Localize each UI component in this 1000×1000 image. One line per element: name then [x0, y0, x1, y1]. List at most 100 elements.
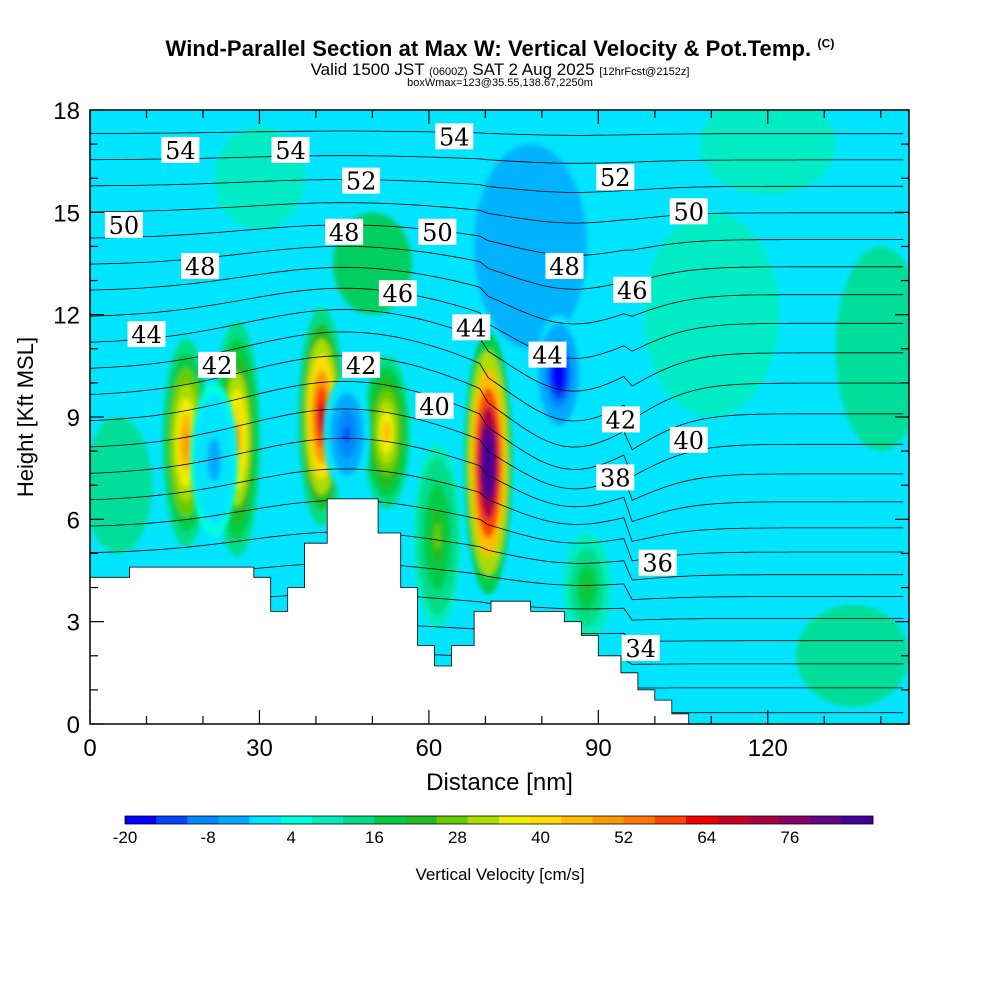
velocity-patch-9	[90, 417, 153, 554]
svg-text:52: 52	[600, 164, 631, 192]
x-tick-label-1: 30	[246, 735, 273, 762]
colorbar-segment-22	[810, 816, 843, 824]
updraft-5	[464, 331, 512, 595]
theta-label-5: 50	[104, 211, 143, 240]
colorbar-label: Vertical Velocity [cm/s]	[415, 865, 584, 884]
theta-contour-57	[90, 54, 903, 55]
colorbar-tick-8: 76	[780, 828, 799, 847]
theta-label-22: 36	[638, 549, 677, 578]
chart-title: Wind-Parallel Section at Max W: Vertical…	[165, 36, 835, 61]
theta-label-11: 46	[378, 280, 417, 308]
theta-label-23: 34	[621, 634, 660, 663]
colorbar-segment-1	[156, 816, 188, 824]
colorbar-segment-23	[841, 816, 874, 824]
svg-text:44: 44	[532, 342, 563, 370]
theta-label-1: 54	[271, 136, 310, 165]
svg-text:50: 50	[673, 198, 704, 226]
colorbar-tick-2: 4	[286, 828, 295, 847]
svg-text:40: 40	[673, 427, 704, 455]
colorbar-segment-0	[125, 816, 157, 824]
theta-label-4: 52	[596, 164, 635, 192]
theta-contour-40	[90, 468, 904, 542]
theta-label-8: 48	[181, 253, 220, 281]
theta-label-9: 48	[325, 218, 364, 247]
velocity-patch-7	[767, 502, 881, 605]
y-tick-label-2: 6	[67, 507, 80, 534]
colorbar-segment-12	[499, 816, 531, 824]
theta-contour-labels: 54 54 54 52 52 50 50 50 48 48 48 46 46 44 44 44 42 42 42 40…	[104, 123, 708, 663]
theta-label-18: 42	[601, 406, 640, 434]
theta-label-10: 48	[545, 253, 584, 281]
downdraft-0	[190, 382, 238, 537]
theta-contour-42	[90, 408, 904, 501]
theta-contour-48	[90, 266, 904, 325]
chart-subtitle: Valid 1500 JST (0600Z) SAT 2 Aug 2025 [1…	[310, 60, 690, 79]
colorbar-segment-18	[686, 816, 718, 824]
theta-contour-49	[90, 246, 904, 290]
velocity-patch-2	[474, 144, 588, 349]
theta-contour-46	[90, 309, 904, 392]
theta-label-2: 54	[435, 123, 474, 151]
svg-text:44: 44	[131, 321, 162, 349]
theta-contour-43	[90, 380, 904, 478]
colorbar-tick-0: -20	[113, 828, 138, 847]
colorbar-segment-3	[218, 816, 250, 824]
svg-text:50: 50	[109, 212, 140, 240]
colorbar-segment-9	[405, 816, 437, 824]
colorbar-segment-14	[561, 816, 593, 824]
theta-contour-56	[90, 80, 903, 81]
svg-text:48: 48	[549, 253, 580, 281]
theta-label-6: 50	[418, 218, 457, 247]
velocity-patch-4	[835, 246, 909, 452]
y-tick-label-4: 12	[53, 303, 80, 330]
svg-text:42: 42	[346, 352, 377, 380]
chart-box-info: boxWmax=123@35.55,138.67,2250m	[407, 77, 593, 89]
svg-text:40: 40	[419, 393, 450, 421]
colorbar-segment-20	[748, 816, 780, 824]
x-tick-label-4: 120	[748, 735, 788, 762]
velocity-patch-3	[700, 110, 836, 196]
colorbar-segment-7	[343, 816, 375, 824]
svg-text:50: 50	[422, 219, 453, 247]
theta-contour-50	[90, 224, 904, 256]
svg-text:52: 52	[346, 168, 377, 196]
svg-text:46: 46	[617, 277, 648, 305]
svg-text:44: 44	[456, 314, 487, 342]
colorbar-tick-3: 16	[365, 828, 384, 847]
y-tick-label-1: 3	[67, 610, 80, 637]
updraft-4	[413, 444, 462, 629]
y-axis-label: Height [Kft MSL]	[13, 337, 38, 497]
theta-contour-45	[90, 331, 904, 422]
theta-label-21: 38	[596, 464, 635, 492]
theta-label-19: 40	[415, 392, 454, 421]
colorbar-segment-10	[436, 816, 469, 824]
downdraft-2	[535, 314, 583, 435]
theta-label-12: 46	[613, 276, 652, 305]
svg-text:54: 54	[165, 137, 196, 165]
y-tick-label-3: 9	[67, 405, 80, 432]
svg-text:48: 48	[185, 253, 216, 281]
colorbar-tick-7: 64	[697, 828, 716, 847]
theta-contour-52	[90, 179, 904, 193]
theta-contours	[90, 54, 904, 714]
theta-contour-55	[90, 106, 903, 108]
theta-contour-53	[90, 155, 904, 164]
svg-text:46: 46	[383, 280, 414, 308]
colorbar-segment-17	[654, 816, 687, 824]
colorbar-segment-4	[249, 816, 282, 824]
downdraft-1	[323, 376, 371, 493]
colorbar-segment-5	[280, 816, 313, 824]
colorbar-frame	[124, 815, 874, 825]
colorbar-segment-8	[374, 816, 406, 824]
x-tick-label-0: 0	[83, 735, 96, 762]
velocity-patch-5	[643, 212, 780, 417]
svg-text:48: 48	[329, 219, 360, 247]
theta-contour-39	[90, 499, 904, 562]
theta-contour-41	[90, 437, 904, 523]
colorbar-tick-6: 52	[614, 828, 633, 847]
colorbar-segment-13	[530, 816, 562, 824]
y-tick-label-6: 18	[53, 98, 80, 125]
theta-label-3: 52	[342, 167, 381, 196]
colorbar-tick-4: 28	[448, 828, 467, 847]
